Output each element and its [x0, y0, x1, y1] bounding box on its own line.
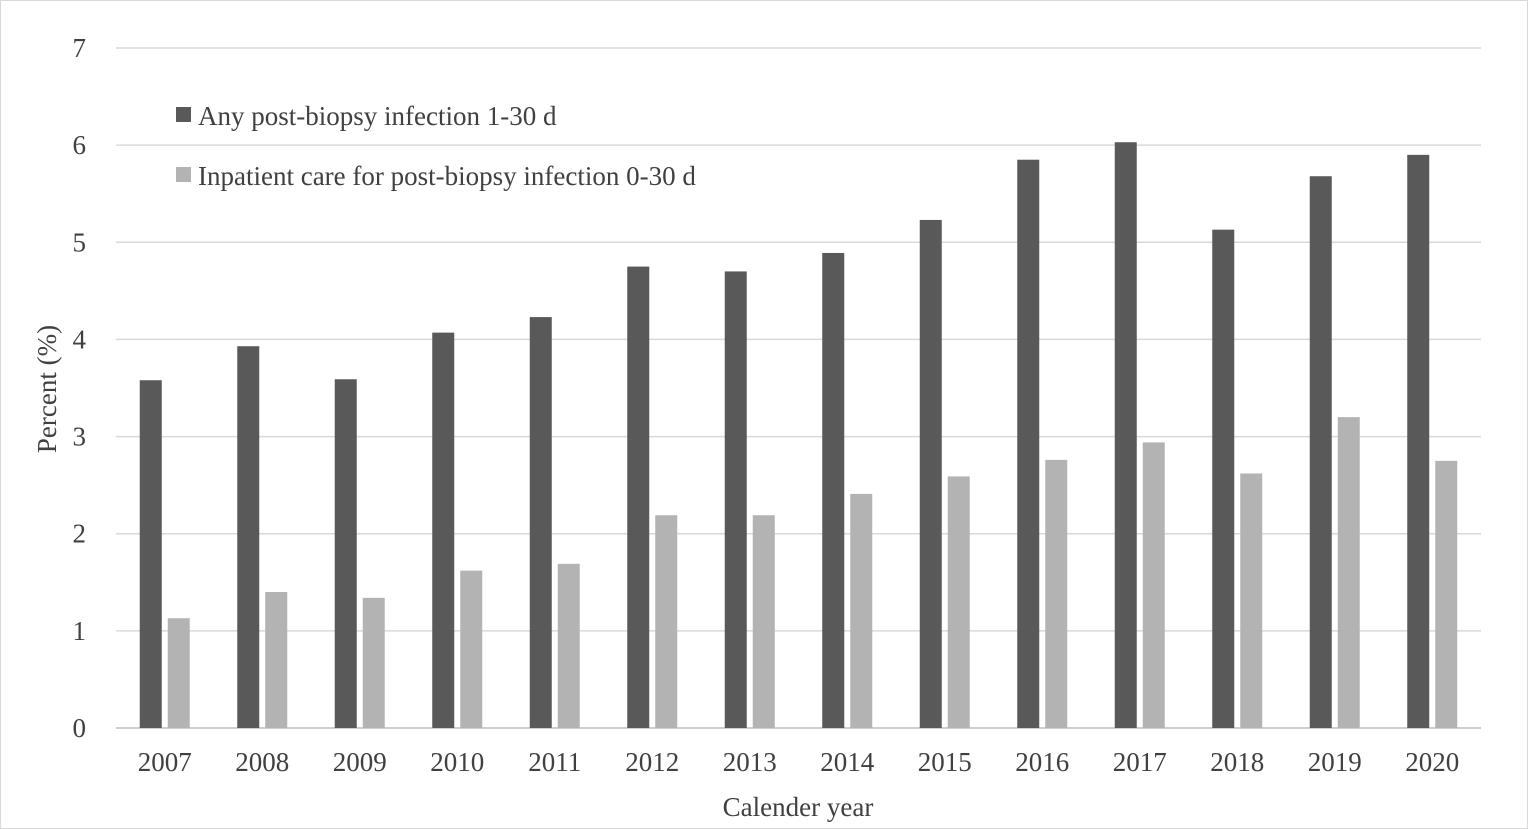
x-tick-label: 2015 [918, 747, 972, 777]
bar-inpatient-care-2009 [362, 597, 385, 728]
bar-inpatient-care-2011 [557, 563, 580, 728]
bar-any-infection-2012 [627, 266, 650, 728]
x-tick-label: 2014 [820, 747, 875, 777]
x-axis-ticks: 2007 2008 2009 2010 2011 2012 2013 2014 2015 2016… [138, 747, 1460, 777]
bar-any-infection-2011 [529, 317, 552, 728]
x-tick-label: 2019 [1308, 747, 1362, 777]
bar-inpatient-care-2017 [1142, 442, 1165, 728]
bar-any-infection-2015 [919, 219, 942, 728]
bar-any-infection-2008 [237, 346, 260, 728]
bar-inpatient-care-2012 [655, 515, 678, 728]
y-axis-title: Percent (%) [32, 325, 62, 453]
legend: Any post-biopsy infection 1-30 d Inpatie… [176, 101, 696, 191]
y-tick-label: 6 [73, 130, 87, 160]
bar-inpatient-care-2014 [850, 493, 873, 728]
x-tick-label: 2011 [528, 747, 581, 777]
bar-inpatient-care-2019 [1337, 417, 1360, 728]
bar-inpatient-care-2010 [460, 570, 483, 728]
bar-any-infection-2010 [432, 332, 455, 728]
legend-label-inpatient-care: Inpatient care for post-biopsy infection… [198, 161, 696, 191]
y-tick-label: 4 [73, 324, 87, 354]
bar-inpatient-care-2020 [1435, 460, 1458, 728]
x-tick-label: 2013 [723, 747, 777, 777]
bar-any-infection-2016 [1017, 159, 1040, 728]
x-axis-title: Calender year [723, 792, 874, 822]
x-tick-label: 2007 [138, 747, 192, 777]
y-tick-label: 2 [73, 519, 87, 549]
x-tick-label: 2020 [1405, 747, 1459, 777]
x-tick-label: 2018 [1210, 747, 1264, 777]
bar-any-infection-2007 [139, 380, 162, 728]
bar-any-infection-2018 [1212, 229, 1235, 728]
bar-inpatient-care-2007 [167, 618, 190, 728]
x-tick-label: 2012 [625, 747, 679, 777]
bar-inpatient-care-2008 [265, 592, 288, 728]
bar-any-infection-2009 [334, 379, 357, 728]
y-tick-label: 0 [73, 713, 87, 743]
bar-any-infection-2017 [1114, 142, 1137, 728]
legend-swatch-inpatient-care [176, 167, 191, 182]
y-tick-label: 7 [73, 33, 87, 63]
x-tick-label: 2017 [1113, 747, 1167, 777]
x-tick-label: 2016 [1015, 747, 1069, 777]
bar-inpatient-care-2013 [752, 515, 775, 728]
bar-any-infection-2014 [822, 252, 845, 728]
gridlines [116, 47, 1481, 729]
y-tick-label: 3 [73, 422, 87, 452]
bar-inpatient-care-2015 [947, 476, 970, 728]
bar-any-infection-2020 [1407, 154, 1430, 728]
bars [139, 142, 1458, 728]
y-axis-ticks: 0 1 2 3 4 5 6 7 [73, 33, 87, 743]
bar-inpatient-care-2018 [1240, 473, 1263, 728]
legend-swatch-any-infection [176, 107, 191, 122]
legend-label-any-infection: Any post-biopsy infection 1-30 d [198, 101, 557, 131]
bar-any-infection-2019 [1309, 176, 1332, 728]
y-tick-label: 5 [73, 227, 87, 257]
bar-any-infection-2013 [724, 271, 747, 728]
x-tick-label: 2010 [430, 747, 484, 777]
x-tick-label: 2009 [333, 747, 387, 777]
bar-inpatient-care-2016 [1045, 459, 1068, 728]
y-tick-label: 1 [73, 616, 87, 646]
x-tick-label: 2008 [235, 747, 289, 777]
